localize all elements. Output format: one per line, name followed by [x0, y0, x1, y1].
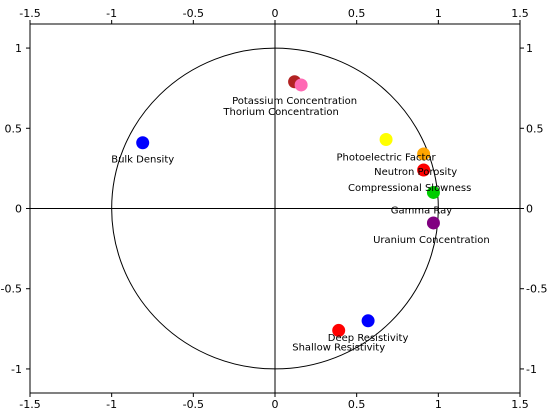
point-label: Uranium Concentration	[373, 235, 490, 246]
unit-circle	[111, 47, 439, 370]
point-label: Neutron Porosity	[374, 167, 457, 178]
x-tick-label-bottom: 0	[272, 398, 279, 411]
x-tick-label-bottom: -1	[106, 398, 117, 411]
y-tick-label-left: 0.5	[5, 122, 23, 135]
y-tick-label-left: -0.5	[1, 283, 22, 296]
circle-layer	[111, 47, 439, 370]
x-tick-label-top: -1.5	[19, 7, 40, 20]
y-tick-label-left: -1	[11, 363, 22, 376]
point-label: Thorium Concentration	[222, 107, 338, 118]
y-tick-label-right: 1	[526, 42, 533, 55]
point-label: Gamma Ray	[391, 205, 453, 216]
x-tick-label-top: 1.5	[511, 7, 529, 20]
data-point	[417, 163, 431, 177]
x-tick-label-bottom: 0.5	[348, 398, 366, 411]
data-point	[379, 133, 393, 147]
point-layer	[136, 75, 440, 337]
x-tick-label-bottom: -1.5	[19, 398, 40, 411]
data-point	[417, 147, 431, 161]
data-point	[294, 78, 308, 92]
data-point	[426, 216, 440, 230]
point-label: Compressional Slowness	[348, 183, 471, 194]
x-tick-label-top: 0	[272, 7, 279, 20]
x-tick-label-bottom: 1.5	[511, 398, 529, 411]
data-point	[136, 136, 150, 150]
x-tick-label-top: 1	[435, 7, 442, 20]
y-tick-label-right: 0.5	[526, 122, 544, 135]
point-label: Potassium Concentration	[232, 96, 357, 107]
x-tick-label-top: -1	[106, 7, 117, 20]
x-tick-label-top: -0.5	[183, 7, 204, 20]
y-tick-label-left: 0	[15, 203, 22, 216]
data-point	[426, 185, 440, 199]
point-label: Deep Resistivity	[328, 333, 409, 344]
y-tick-label-right: -1	[526, 363, 537, 376]
x-tick-label-top: 0.5	[348, 7, 366, 20]
axis-layer: -1.5 -1.5 -1 -1 -0.5 -0.5 0 0 0.5 0.5 1 1 1.5 1.5 -1 -1…	[1, 7, 548, 411]
data-point	[332, 323, 346, 337]
point-label: Shallow Resistivity	[292, 342, 385, 353]
x-tick-label-bottom: 1	[435, 398, 442, 411]
y-tick-label-right: -0.5	[526, 283, 547, 296]
data-point	[361, 314, 375, 328]
x-tick-label-bottom: -0.5	[183, 398, 204, 411]
y-tick-label-left: 1	[15, 42, 22, 55]
point-label: Photoelectric Factor	[336, 153, 436, 164]
y-tick-label-right: 0	[526, 203, 533, 216]
point-label: Bulk Density	[111, 155, 174, 166]
